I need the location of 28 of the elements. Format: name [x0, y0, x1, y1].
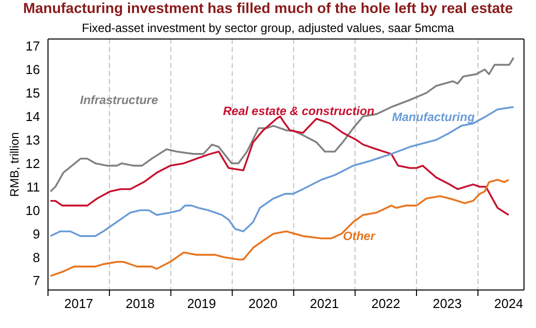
x-tick-label: 2021	[310, 296, 339, 311]
x-tick-label: 2024	[494, 296, 524, 311]
y-tick-label: 12	[26, 156, 40, 171]
y-tick-label: 16	[26, 62, 40, 78]
x-tick-label: 2017	[64, 296, 94, 311]
y-tick-label: 13	[26, 132, 40, 148]
y-tick-label: 17	[26, 38, 40, 54]
series-label: Manufacturing	[392, 110, 475, 124]
x-tick-label: 2019	[187, 296, 216, 311]
y-tick-label: 15	[26, 86, 40, 101]
y-tick-label: 14	[26, 109, 40, 124]
chart-subtitle: Fixed-asset investment by sector group, adjusted values, saar 5mcma	[80, 21, 456, 35]
line-series	[50, 56, 514, 192]
chart-title: Manufacturing investment has filled much of the hole left by real estate	[22, 1, 514, 17]
y-axis-title: RMB, trillion	[7, 132, 22, 197]
text: Infrastructure	[80, 93, 158, 107]
series-label: Real estate & construction	[223, 104, 374, 118]
x-tick-label: 2022	[371, 296, 400, 311]
y-tick-label: 7	[32, 273, 40, 288]
y-tick-label: 11	[26, 179, 40, 194]
line-series	[50, 178, 510, 277]
y-tick-label: 10	[26, 202, 40, 218]
x-tick-label: 2018	[126, 296, 155, 311]
x-tick-label: 2020	[248, 296, 278, 311]
y-tick-label: 8	[32, 250, 40, 265]
series-label: Other	[343, 229, 376, 243]
y-tick-label: 9	[32, 226, 40, 242]
x-tick-label: 2023	[432, 296, 462, 311]
